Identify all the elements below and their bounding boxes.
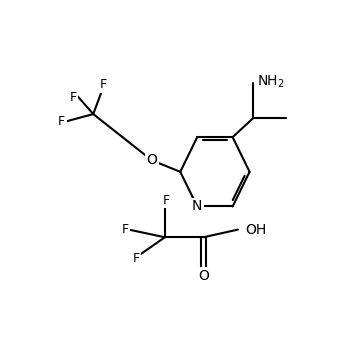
Text: F: F	[58, 115, 65, 128]
Text: F: F	[70, 91, 77, 104]
Text: F: F	[133, 252, 140, 265]
Text: OH: OH	[246, 223, 267, 237]
Text: O: O	[146, 153, 157, 167]
Text: N: N	[192, 199, 202, 213]
Text: O: O	[198, 269, 209, 283]
Text: NH$_2$: NH$_2$	[257, 74, 285, 90]
Text: F: F	[122, 223, 129, 236]
Text: F: F	[163, 194, 170, 207]
Text: F: F	[100, 78, 107, 91]
